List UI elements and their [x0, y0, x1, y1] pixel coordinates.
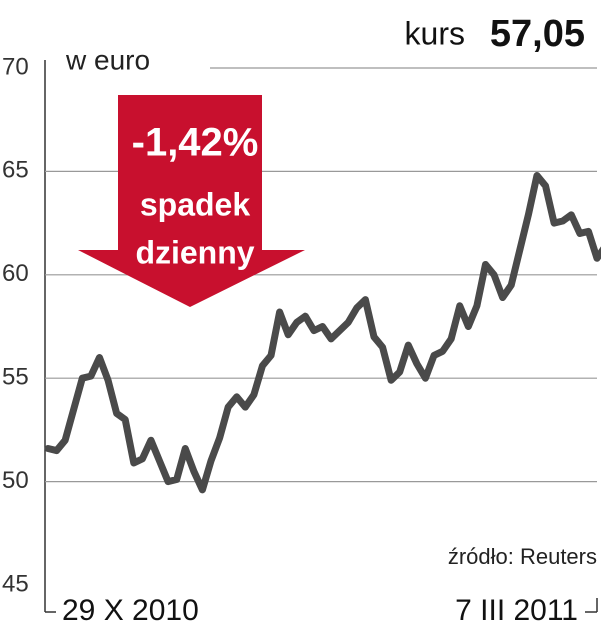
- x-tick-label: 29 X 2010: [62, 594, 199, 627]
- line: [44, 172, 601, 494]
- y-tick-label: 65: [2, 157, 29, 184]
- annotation: dzienny: [135, 234, 254, 270]
- header-label: kurs: [405, 15, 465, 51]
- y-tick-label: 50: [2, 467, 29, 494]
- arrow: [78, 95, 305, 307]
- header-value: 57,05: [490, 13, 585, 55]
- y-tick-label: 70: [2, 53, 29, 80]
- annotation: spadek: [140, 186, 250, 222]
- y-tick-label: 45: [2, 570, 29, 597]
- y-tick-label: 55: [2, 364, 29, 391]
- y-tick-label: 60: [2, 260, 29, 287]
- y-axis-title: w euro: [65, 44, 150, 75]
- annotation: -1,42%: [132, 121, 259, 165]
- x-tick-label: 7 III 2011: [455, 594, 578, 627]
- source: źródło: Reuters: [448, 544, 597, 569]
